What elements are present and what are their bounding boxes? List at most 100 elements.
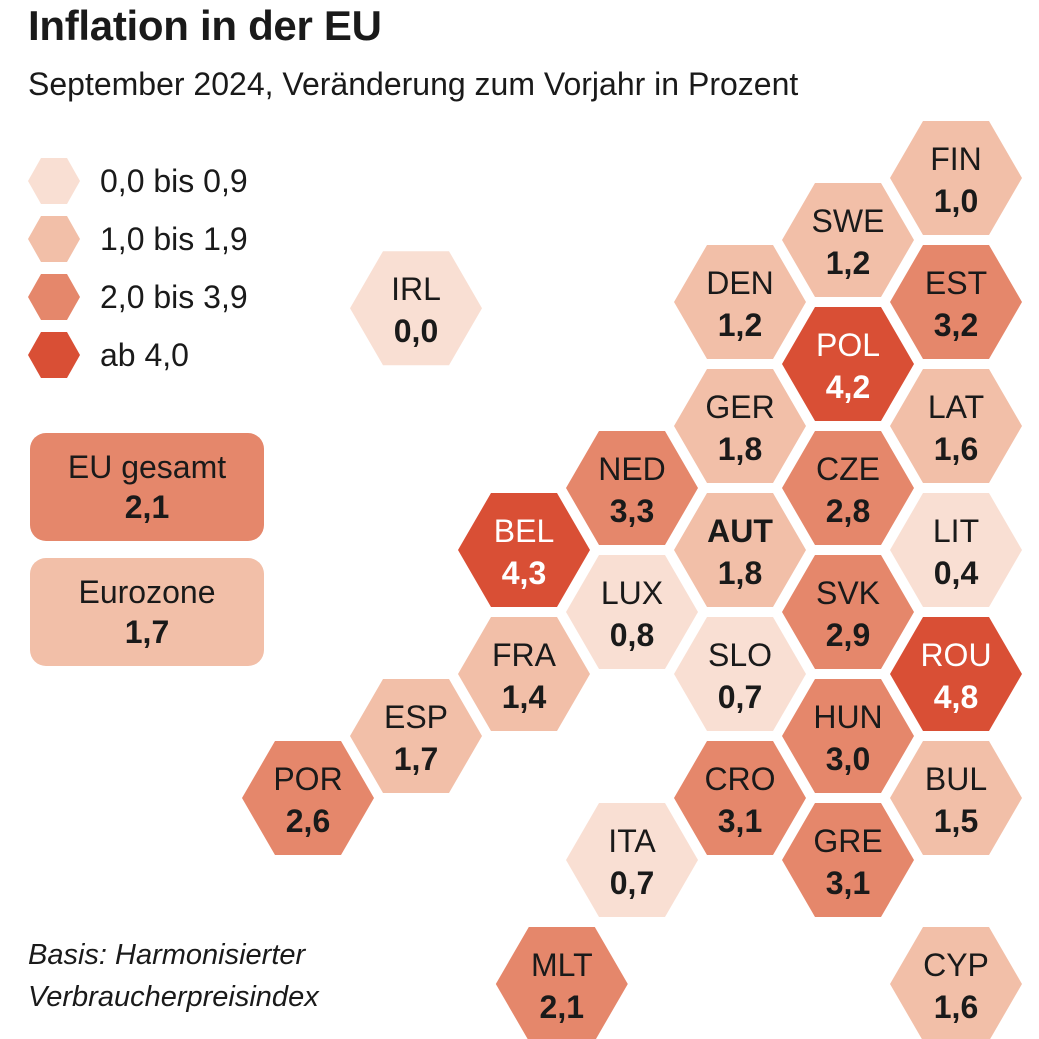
- footnote: Basis: Harmonisierter Verbraucherpreisin…: [28, 934, 319, 1018]
- country-code: ITA: [608, 823, 656, 859]
- country-hex-ger: GER 1,8: [674, 369, 806, 483]
- hex-shape: [495, 927, 628, 1039]
- country-hex-slo: SLO 0,7: [674, 617, 806, 731]
- hex-shape: [782, 307, 914, 421]
- country-code: EST: [925, 265, 987, 301]
- legend-label: ab 4,0: [100, 336, 189, 373]
- country-value: 0,0: [394, 313, 438, 349]
- legend: 0,0 bis 0,9 1,0 bis 1,9 2,0 bis 3,9 ab 4…: [28, 152, 248, 384]
- eurozone-box: Eurozone 1,7: [30, 558, 264, 666]
- country-code: NED: [598, 451, 666, 487]
- country-hex-cro: CRO 3,1: [674, 741, 806, 855]
- country-value: 3,2: [934, 307, 978, 343]
- country-hex-est: EST 3,2: [890, 245, 1022, 359]
- country-value: 0,8: [610, 617, 654, 653]
- legend-label: 2,0 bis 3,9: [100, 278, 248, 315]
- country-hex-fra: FRA 1,4: [458, 617, 590, 731]
- legend-item-1: 1,0 bis 1,9: [28, 210, 248, 268]
- eurozone-value: 1,7: [124, 614, 170, 650]
- country-code: DEN: [706, 265, 774, 301]
- hex-shape: [458, 493, 590, 607]
- country-value: 1,8: [718, 431, 762, 467]
- hex-shape: [890, 617, 1022, 731]
- country-value: 2,8: [826, 493, 870, 529]
- country-hex-fin: FIN 1,0: [890, 121, 1022, 235]
- legend-hex-icon: [28, 332, 80, 378]
- country-hex-cze: CZE 2,8: [782, 431, 914, 545]
- hex-shape: [674, 245, 806, 359]
- country-code: FRA: [492, 637, 557, 673]
- hex-shape: [890, 121, 1022, 235]
- country-code: SWE: [812, 203, 885, 239]
- country-value: 1,2: [826, 245, 870, 281]
- hex-shape: [782, 555, 914, 669]
- country-value: 1,6: [934, 989, 978, 1025]
- footnote-line-2: Verbraucherpreisindex: [28, 981, 319, 1013]
- country-value: 1,6: [934, 431, 978, 467]
- country-value: 3,1: [826, 865, 870, 901]
- country-hex-ned: NED 3,3: [566, 431, 698, 545]
- hex-shape: [890, 493, 1022, 607]
- country-code: MLT: [531, 947, 593, 983]
- country-hex-rou: ROU 4,8: [890, 617, 1022, 731]
- country-hex-lit: LIT 0,4: [890, 493, 1022, 607]
- country-hex-svk: SVK 2,9: [782, 555, 914, 669]
- hex-shape: [566, 431, 698, 545]
- country-code: GER: [705, 389, 774, 425]
- country-value: 3,1: [718, 803, 762, 839]
- country-hex-den: DEN 1,2: [674, 245, 806, 359]
- country-value: 3,3: [610, 493, 654, 529]
- eu-total-value: 2,1: [124, 489, 170, 525]
- legend-hex-icon: [28, 216, 80, 262]
- hex-shape: [566, 803, 698, 917]
- hex-shape: [242, 741, 374, 855]
- country-hex-cyp: CYP 1,6: [890, 927, 1022, 1039]
- country-hex-aut: AUT 1,8: [674, 493, 806, 607]
- hex-shape: [890, 927, 1022, 1039]
- country-value: 4,2: [826, 369, 870, 405]
- country-value: 1,0: [934, 183, 978, 219]
- country-code: CZE: [816, 451, 880, 487]
- hex-shape: [566, 555, 698, 669]
- legend-hex-icon: [28, 274, 80, 320]
- country-value: 2,6: [286, 803, 330, 839]
- country-value: 4,3: [502, 555, 546, 591]
- country-hex-bel: BEL 4,3: [458, 493, 590, 607]
- eu-total-box: EU gesamt 2,1: [30, 433, 264, 541]
- legend-item-2: 2,0 bis 3,9: [28, 268, 248, 326]
- country-hex-mlt: MLT 2,1: [495, 927, 628, 1039]
- hex-shape: [782, 431, 914, 545]
- country-hex-esp: ESP 1,7: [350, 679, 482, 793]
- country-code: LIT: [933, 513, 979, 549]
- hex-shape: [674, 369, 806, 483]
- country-code: SLO: [708, 637, 772, 673]
- country-hex-bul: BUL 1,5: [890, 741, 1022, 855]
- country-code: GRE: [813, 823, 882, 859]
- country-code: LAT: [928, 389, 984, 425]
- country-value: 1,4: [502, 679, 547, 715]
- country-code: ROU: [920, 637, 991, 673]
- country-code: POR: [273, 761, 342, 797]
- country-code: POL: [816, 327, 880, 363]
- country-value: 3,0: [826, 741, 870, 777]
- legend-item-0: 0,0 bis 0,9: [28, 152, 248, 210]
- country-value: 2,9: [826, 617, 870, 653]
- chart-subtitle: September 2024, Veränderung zum Vorjahr …: [28, 66, 799, 102]
- hex-shape: [782, 183, 914, 297]
- country-code: ESP: [384, 699, 448, 735]
- country-hex-hun: HUN 3,0: [782, 679, 914, 793]
- chart-title: Inflation in der EU: [28, 2, 382, 49]
- footnote-line-1: Basis: Harmonisierter: [28, 939, 306, 971]
- legend-label: 0,0 bis 0,9: [100, 162, 248, 199]
- hex-shape: [350, 251, 482, 366]
- country-code: CRO: [704, 761, 775, 797]
- country-value: 0,7: [610, 865, 654, 901]
- country-hex-swe: SWE 1,2: [782, 183, 914, 297]
- hex-shape: [890, 369, 1022, 483]
- country-value: 0,7: [718, 679, 762, 715]
- country-hex-gre: GRE 3,1: [782, 803, 914, 917]
- hex-shape: [782, 679, 914, 793]
- hex-shape: [458, 617, 590, 731]
- country-code: IRL: [391, 271, 441, 307]
